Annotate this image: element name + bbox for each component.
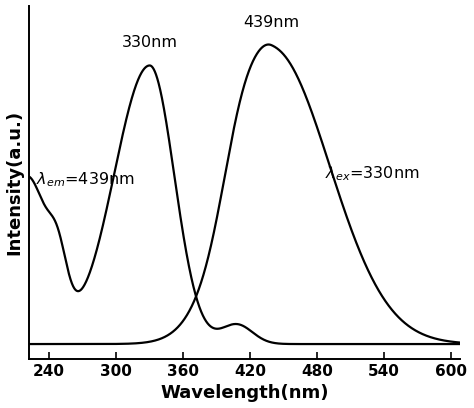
Text: $\lambda_{ex}$=330nm: $\lambda_{ex}$=330nm (325, 164, 419, 183)
Text: 439nm: 439nm (243, 15, 300, 29)
X-axis label: Wavelength(nm): Wavelength(nm) (160, 384, 329, 402)
Text: $\lambda_{em}$=439nm: $\lambda_{em}$=439nm (36, 170, 135, 188)
Y-axis label: Intensity(a.u.): Intensity(a.u.) (6, 110, 24, 255)
Text: 330nm: 330nm (122, 35, 178, 51)
